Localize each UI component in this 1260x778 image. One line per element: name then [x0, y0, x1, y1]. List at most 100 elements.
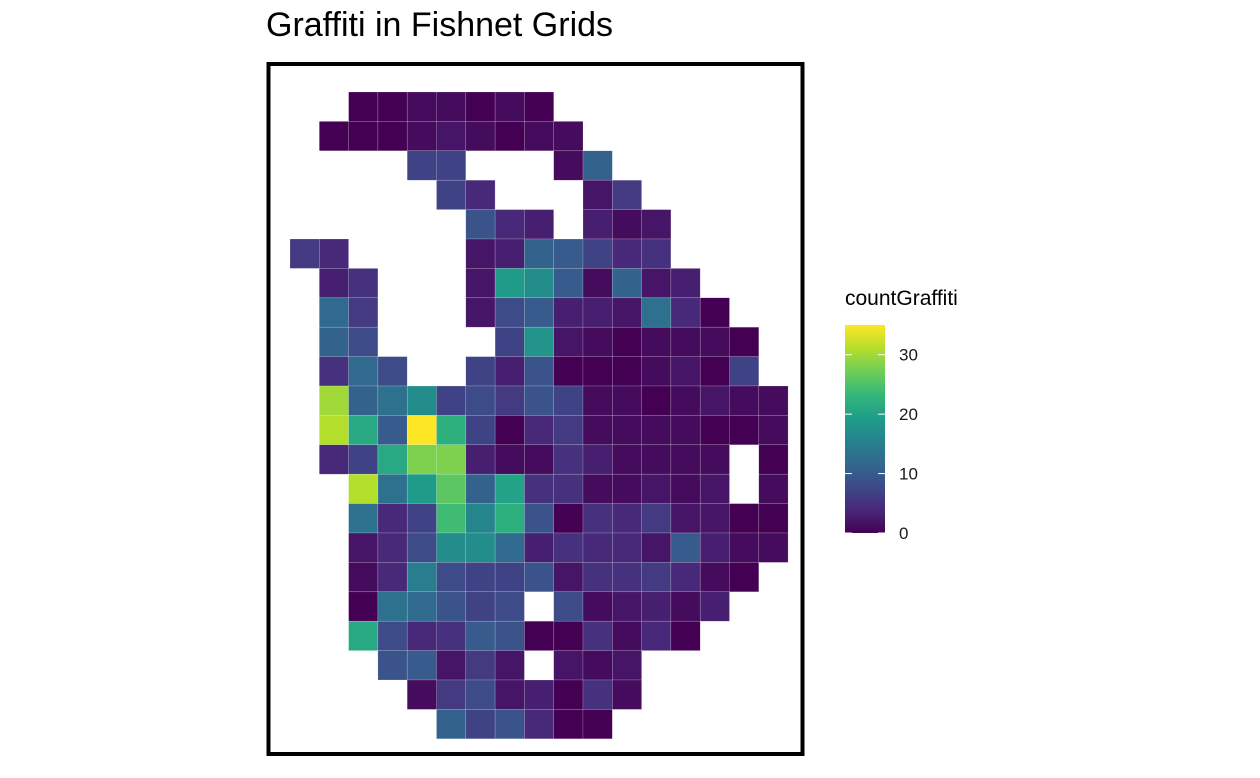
grid-cell	[436, 562, 467, 593]
grid-cell	[582, 385, 613, 416]
grid-cell	[612, 415, 642, 446]
grid-cell	[348, 562, 379, 593]
grid-cell	[612, 591, 642, 622]
grid-cell	[348, 444, 379, 475]
legend-tick-label: 30	[899, 346, 918, 365]
grid-cell	[524, 562, 554, 593]
grid-cell	[465, 209, 496, 240]
grid-cell	[641, 532, 672, 563]
grid-cell	[670, 356, 701, 387]
grid-cell	[406, 473, 437, 504]
grid-cell	[641, 356, 672, 387]
grid-cell	[436, 620, 467, 651]
grid-cell	[670, 532, 701, 563]
grid-cell	[729, 503, 760, 534]
grid-cell	[612, 532, 642, 563]
grid-cell	[494, 415, 525, 446]
grid-cell	[348, 532, 379, 563]
grid-cell	[465, 356, 496, 387]
grid-cell	[582, 415, 613, 446]
grid-cell	[348, 473, 379, 504]
grid-cell	[377, 356, 408, 387]
grid-cell	[699, 415, 730, 446]
grid-cell	[612, 238, 642, 269]
grid-cell	[524, 415, 554, 446]
grid-cell	[758, 473, 789, 504]
grid-cell	[494, 121, 525, 152]
grid-cell	[699, 385, 730, 416]
grid-cell	[582, 268, 613, 299]
grid-cell	[582, 620, 613, 651]
legend-tick-label: 0	[899, 524, 908, 543]
grid-cell	[465, 679, 496, 710]
grid-cell	[582, 238, 613, 269]
grid-cell	[494, 562, 525, 593]
grid-cell	[699, 356, 730, 387]
grid-cell	[612, 444, 642, 475]
grid-cell	[553, 473, 584, 504]
grid-cell	[494, 209, 525, 240]
grid-cell	[524, 209, 554, 240]
grid-cell	[494, 679, 525, 710]
grid-cell	[582, 532, 613, 563]
grid-cell	[494, 650, 525, 681]
grid-cell	[524, 503, 554, 534]
grid-cell	[670, 591, 701, 622]
grid-cell	[436, 444, 467, 475]
grid-cell	[699, 473, 730, 504]
panel-border	[266, 62, 805, 756]
grid-cell	[582, 444, 613, 475]
grid-cell	[699, 326, 730, 357]
grid-cell	[612, 385, 642, 416]
grid-cell	[465, 503, 496, 534]
grid-cell	[612, 503, 642, 534]
grid-cell	[612, 650, 642, 681]
grid-cell	[348, 326, 379, 357]
grid-cell	[670, 297, 701, 328]
grid-cell	[436, 91, 467, 122]
grid-cell	[641, 297, 672, 328]
grid-cell	[582, 591, 613, 622]
grid-cell	[465, 385, 496, 416]
grid-cell	[465, 620, 496, 651]
grid-cell	[319, 385, 349, 416]
grid-cell	[729, 415, 760, 446]
grid-cell	[377, 532, 408, 563]
grid-cell	[641, 209, 672, 240]
grid-cell	[494, 268, 525, 299]
grid-cell	[641, 385, 672, 416]
grid-cell	[406, 620, 437, 651]
grid-cell	[553, 562, 584, 593]
grid-cell	[348, 121, 379, 152]
grid-cell	[641, 591, 672, 622]
grid-cell	[319, 415, 349, 446]
grid-cell	[406, 562, 437, 593]
grid-cell	[524, 238, 554, 269]
grid-cell	[612, 356, 642, 387]
grid-cell	[494, 91, 525, 122]
grid-cell	[670, 268, 701, 299]
grid-cell	[641, 444, 672, 475]
grid-cell	[553, 297, 584, 328]
grid-cell	[729, 326, 760, 357]
grid-cell	[641, 326, 672, 357]
grid-cell	[319, 238, 349, 269]
grid-cell	[465, 238, 496, 269]
grid-cell	[465, 562, 496, 593]
grid-cell	[641, 620, 672, 651]
grid-cell	[377, 562, 408, 593]
grid-cell	[699, 297, 730, 328]
grid-cell	[612, 620, 642, 651]
grid-cell	[553, 326, 584, 357]
grid-cell	[436, 415, 467, 446]
grid-cell	[377, 385, 408, 416]
grid-cell	[319, 297, 349, 328]
grid-cell	[494, 238, 525, 269]
grid-cell	[465, 709, 496, 740]
legend-ticks: 0 10 20 30	[845, 346, 918, 543]
grid-cell	[465, 532, 496, 563]
grid-cell	[406, 444, 437, 475]
grid-cell	[494, 503, 525, 534]
grid-cell	[406, 532, 437, 563]
